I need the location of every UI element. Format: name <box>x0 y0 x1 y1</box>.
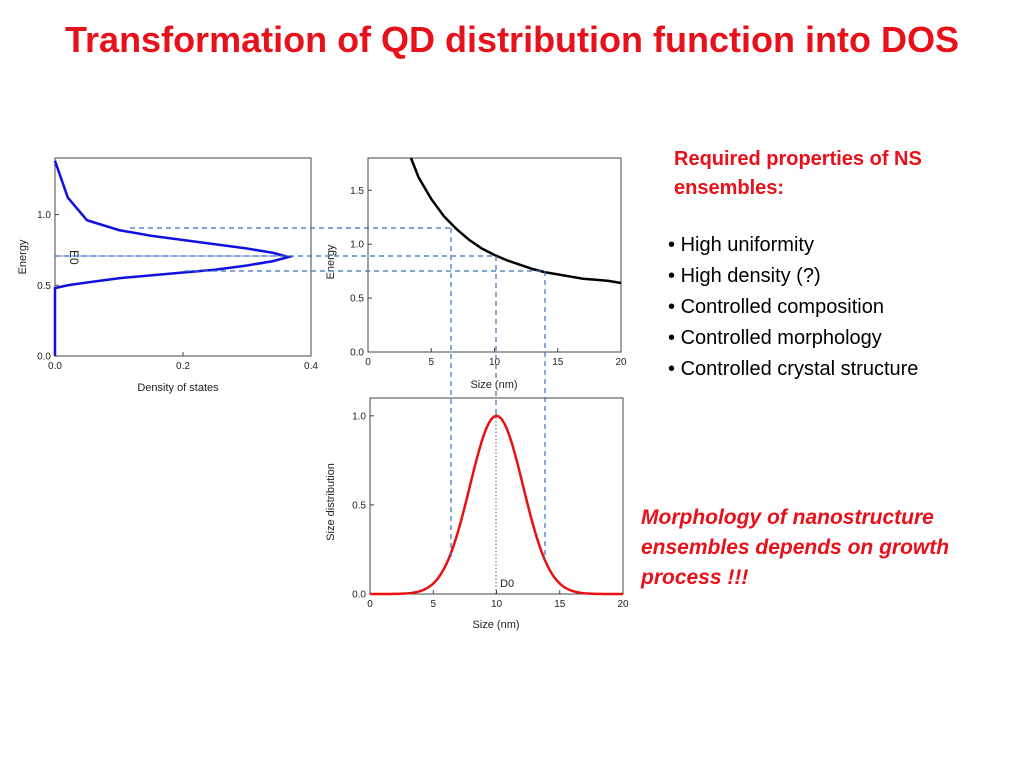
energy-ticks: 0 5 10 15 20 0.0 0.5 1.0 1.5 <box>350 186 627 368</box>
requirement-item: Controlled crystal structure <box>668 354 919 385</box>
size-curve <box>369 414 624 596</box>
dos-ylabel: Energy <box>17 239 29 274</box>
dos-curve <box>53 160 294 356</box>
dos-xtick-label: 0.0 <box>48 361 62 372</box>
energy-ytick-label: 0.5 <box>350 294 364 305</box>
size-xtick-label: 15 <box>554 599 566 610</box>
guide-lines <box>55 227 546 560</box>
dos-plot-frame <box>54 157 312 357</box>
dos-e0-label: E0 <box>67 250 81 265</box>
size-xlabel: Size (nm) <box>472 619 519 631</box>
energy-ylabel: Energy <box>325 244 337 279</box>
dos-xlabel: Density of states <box>137 382 219 394</box>
dos-e0-annotation: E0 <box>67 250 81 265</box>
energy-xtick-label: 20 <box>615 357 627 368</box>
size-xtick-label: 10 <box>491 599 503 610</box>
figure: 0.0 0.2 0.4 0.0 0.5 1.0 Density of states Ene… <box>17 157 629 631</box>
energy-ytick-label: 1.0 <box>350 240 364 251</box>
energy-xtick-label: 5 <box>428 357 434 368</box>
energy-xtick-label: 15 <box>552 357 564 368</box>
energy-xtick-label: 10 <box>489 357 501 368</box>
dos-ytick-label: 0.0 <box>37 352 51 363</box>
size-ticks: 0 5 10 15 20 0.0 0.5 1.0 <box>352 411 629 610</box>
size-ylabel: Size distribution <box>325 463 337 541</box>
morphology-note: Morphology of nanostructure ensembles de… <box>641 506 950 589</box>
size-ytick-label: 0.5 <box>352 500 366 511</box>
requirements-list: High uniformity High density (?) Control… <box>668 230 919 385</box>
energy-chart: 0 5 10 15 20 0.0 0.5 1.0 1.5 Size (nm) Energy <box>325 157 627 391</box>
requirement-item: Controlled morphology <box>668 323 918 354</box>
requirements-heading: Required properties of NS ensembles: <box>674 148 922 199</box>
energy-xtick-label: 0 <box>365 357 371 368</box>
size-ytick-label: 1.0 <box>352 411 366 422</box>
size-plot-frame <box>369 397 624 595</box>
dos-ytick-label: 0.5 <box>37 281 51 292</box>
energy-ytick-label: 1.5 <box>350 186 364 197</box>
dos-xtick-label: 0.2 <box>176 361 190 372</box>
size-xtick-label: 0 <box>367 599 373 610</box>
energy-xlabel: Size (nm) <box>470 379 517 391</box>
requirement-item: High uniformity <box>668 230 918 261</box>
size-d0-label: D0 <box>500 578 514 590</box>
size-dist-chart: 0 5 10 15 20 0.0 0.5 1.0 Size (nm) Size distrib… <box>325 397 629 631</box>
size-xtick-label: 20 <box>617 599 629 610</box>
requirement-item: Controlled composition <box>668 292 918 323</box>
energy-ytick-label: 0.0 <box>350 348 364 359</box>
requirement-item: High density (?) <box>668 261 918 292</box>
dos-ytick-label: 1.0 <box>37 210 51 221</box>
size-xtick-label: 5 <box>430 599 436 610</box>
dos-xtick-label: 0.4 <box>304 361 318 372</box>
size-ytick-label: 0.0 <box>352 590 366 601</box>
dos-ticks: 0.0 0.2 0.4 0.0 0.5 1.0 <box>37 210 318 372</box>
dos-chart: 0.0 0.2 0.4 0.0 0.5 1.0 Density of states Ene… <box>17 157 318 394</box>
slide-title: Transformation of QD distribution functi… <box>65 19 959 60</box>
energy-curve <box>409 157 622 285</box>
